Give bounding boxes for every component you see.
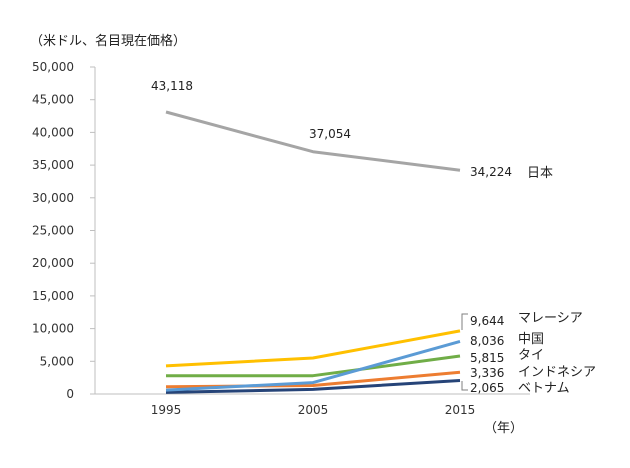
y-tick-label: 0	[66, 387, 74, 401]
series-name-label: 中国	[518, 332, 544, 347]
series-lines	[165, 110, 461, 394]
data-label: 5,815	[470, 351, 504, 365]
data-label: 43,118	[151, 79, 193, 93]
axes: 0 5,000 10,000 15,000 20,000 25,000 30,000 35,0…	[32, 60, 530, 417]
data-label: 9,644	[470, 314, 504, 328]
data-label: 2,065	[470, 381, 504, 395]
leader-line	[461, 313, 468, 330]
series-line	[166, 354, 461, 378]
y-tick-label: 15,000	[32, 289, 74, 303]
x-tick-label: 2015	[445, 403, 476, 417]
series-line	[165, 110, 461, 172]
data-label: 8,036	[470, 334, 504, 348]
y-tick-label: 35,000	[32, 158, 74, 172]
y-axis-unit-label: （米ドル、名目現在価格）	[30, 33, 186, 49]
y-tick-label: 40,000	[32, 125, 74, 139]
x-axis-unit-label: （年）	[484, 421, 523, 436]
y-tick-label: 5,000	[40, 354, 74, 368]
series-name-label: インドネシア	[518, 365, 596, 380]
series-line	[165, 379, 461, 394]
series-line	[165, 329, 461, 368]
series-name-label: マレーシア	[518, 311, 583, 326]
y-tick-label: 30,000	[32, 191, 74, 205]
x-tick-label: 2005	[298, 403, 329, 417]
y-tick-label: 45,000	[32, 93, 74, 107]
y-tick-label: 50,000	[32, 60, 74, 74]
series-name-label: ベトナム	[518, 381, 570, 396]
y-tick-label: 20,000	[32, 256, 74, 270]
y-tick-label: 10,000	[32, 322, 74, 336]
data-label: 3,336	[470, 366, 504, 380]
data-label: 37,054	[309, 127, 351, 141]
x-tick-label: 1995	[151, 403, 182, 417]
data-label: 34,224	[470, 165, 512, 179]
y-tick-label: 25,000	[32, 224, 74, 238]
data-labels: 43,118 37,054 34,224 日本 9,644 マレーシア 8,036 中国 5,8…	[151, 79, 596, 396]
leader-line	[461, 381, 468, 391]
series-name-label: タイ	[518, 348, 544, 363]
series-line	[165, 339, 461, 392]
series-name-label: 日本	[527, 166, 553, 181]
